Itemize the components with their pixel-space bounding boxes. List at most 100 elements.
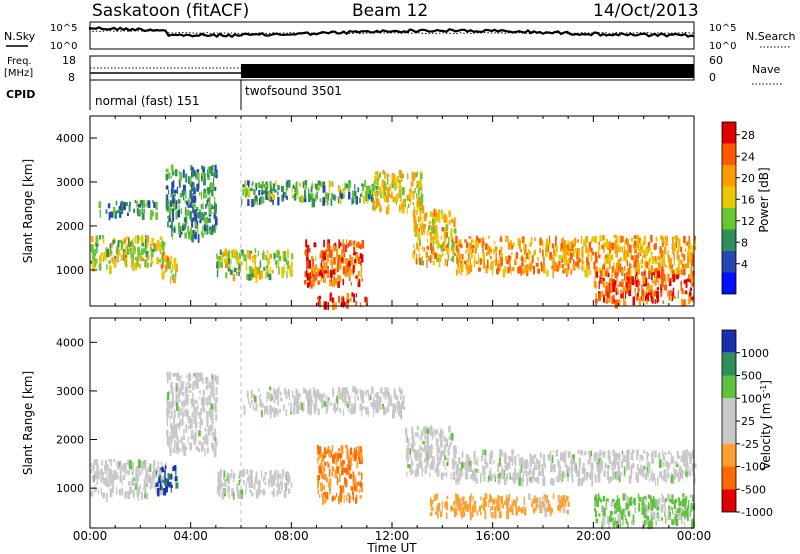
echo-cell [395, 395, 399, 400]
echo-cell [344, 182, 347, 190]
echo-cell [352, 471, 355, 478]
echo-cell [191, 234, 194, 243]
echo-cell [152, 471, 155, 480]
echo-cell [213, 225, 215, 232]
echo-cell [591, 478, 593, 487]
echo-cell [616, 506, 618, 513]
echo-cell [275, 180, 277, 186]
echo-cell [438, 209, 440, 213]
echo-cell [205, 384, 209, 391]
echo-cell [558, 466, 561, 473]
echo-cell [421, 245, 423, 250]
echo-cell [582, 462, 585, 471]
echo-cell [457, 475, 460, 485]
echo-cell [197, 225, 199, 234]
echo-cell [443, 233, 447, 243]
echo-cell [429, 512, 433, 516]
echo-cell [187, 225, 190, 234]
echo-cell [691, 296, 694, 300]
echo-cell [692, 472, 694, 476]
echo-cell [213, 405, 216, 411]
echo-cell [375, 191, 378, 200]
echo-cell [328, 180, 332, 188]
time-axis-label: Time UT [366, 541, 417, 554]
echo-cell [436, 239, 440, 249]
echo-cell [330, 269, 333, 277]
echo-cell [671, 264, 673, 269]
echo-cell [590, 473, 593, 481]
echo-cell [615, 235, 618, 244]
echo-cell [588, 242, 592, 249]
echo-cell [676, 450, 679, 459]
echo-cell [252, 393, 255, 400]
echo-cell [598, 267, 602, 273]
echo-cell [468, 264, 472, 271]
echo-cell [130, 247, 133, 253]
echo-cell [627, 511, 631, 516]
echo-cell [491, 511, 494, 519]
echo-cell [347, 455, 351, 461]
echo-cell [124, 491, 127, 499]
echo-cell [322, 197, 326, 206]
echo-cell [192, 205, 195, 214]
echo-cell [551, 455, 554, 464]
echo-cell [611, 462, 613, 471]
echo-cell [593, 453, 596, 462]
echo-cell [605, 291, 608, 297]
echo-cell [675, 518, 679, 526]
echo-cell [401, 205, 405, 214]
echo-cell [217, 260, 220, 266]
echo-cell [146, 262, 148, 269]
echo-cell [499, 262, 501, 271]
echo-cell [333, 244, 335, 251]
echo-cell [277, 410, 279, 418]
echo-cell [643, 465, 646, 470]
echo-cell [638, 297, 641, 306]
echo-cell [666, 467, 669, 476]
echo-cell [455, 468, 459, 476]
echo-cell [142, 200, 146, 209]
echo-cell [231, 469, 233, 478]
echo-cell [265, 191, 269, 200]
echo-cell [101, 471, 104, 481]
echo-cell [448, 210, 452, 218]
echo-cell [503, 477, 507, 486]
echo-cell [566, 244, 570, 251]
echo-cell [600, 269, 604, 277]
echo-cell [622, 454, 626, 462]
echo-cell [500, 449, 503, 457]
echo-cell [263, 406, 266, 415]
echo-cell [485, 243, 488, 251]
echo-cell [208, 425, 211, 432]
echo-cell [578, 463, 581, 469]
echo-cell [448, 219, 451, 224]
echo-cell [330, 259, 333, 266]
echo-cell [191, 219, 194, 228]
echo-cell [371, 185, 373, 190]
echo-cell [685, 290, 688, 295]
echo-cell [613, 502, 617, 509]
echo-cell [632, 514, 635, 522]
echo-cell [645, 496, 647, 503]
echo-cell [501, 503, 504, 509]
echo-cell [552, 464, 554, 470]
echo-cell [478, 254, 479, 263]
echo-cell [472, 473, 476, 482]
echo-cell [460, 462, 464, 469]
echo-cell [357, 446, 361, 452]
velocity-x-ticks [89, 318, 695, 528]
echo-cell [291, 253, 294, 260]
echo-cell [257, 182, 261, 189]
echo-cell [215, 414, 218, 421]
echo-cell [288, 488, 291, 494]
echo-cell [360, 265, 363, 274]
echo-cell [450, 230, 452, 239]
echo-cell [121, 477, 123, 486]
echo-cell [659, 256, 661, 261]
echo-cell [176, 422, 180, 428]
echo-cell [384, 387, 387, 395]
echo-cell [327, 447, 329, 451]
echo-cell [291, 184, 293, 193]
echo-cell [527, 253, 530, 260]
echo-cell [489, 266, 491, 271]
